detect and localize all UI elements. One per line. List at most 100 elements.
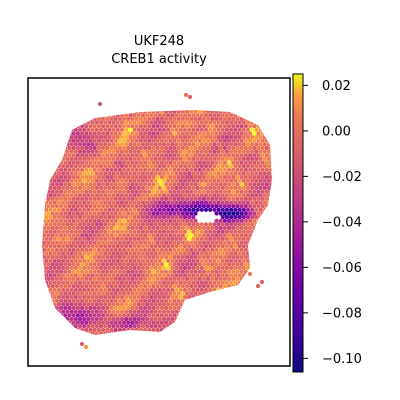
spot [105, 276, 110, 281]
spot [185, 196, 190, 201]
spot [216, 251, 221, 256]
spot [271, 171, 272, 176]
spot [111, 149, 116, 154]
spot [180, 211, 185, 216]
spot [71, 276, 76, 281]
spot [115, 215, 120, 220]
spot [185, 189, 190, 194]
spot [242, 339, 246, 343]
spot [275, 186, 279, 190]
spot [140, 149, 146, 154]
spot [86, 120, 91, 125]
spot [227, 240, 232, 245]
spot [191, 110, 196, 111]
spot [88, 116, 93, 121]
spot [227, 189, 232, 194]
spot [124, 258, 129, 263]
spot [174, 265, 179, 271]
spot [254, 171, 259, 176]
spot [63, 110, 68, 114]
spot [73, 120, 78, 125]
spot [130, 160, 135, 165]
spot [134, 175, 139, 180]
spot [132, 127, 137, 132]
spot [224, 164, 230, 169]
spot [124, 316, 129, 322]
spot [90, 110, 95, 111]
spot [48, 200, 53, 205]
spot [216, 222, 221, 227]
spot [73, 127, 78, 132]
spot [77, 236, 83, 241]
spot [82, 185, 87, 191]
spot [86, 164, 91, 169]
spot [243, 160, 248, 165]
spot [88, 284, 93, 289]
spot [52, 215, 57, 220]
spot [107, 265, 112, 271]
spot [50, 116, 55, 121]
spot [155, 131, 160, 136]
spot [42, 240, 43, 245]
spot [145, 207, 150, 212]
spot [201, 116, 206, 121]
spot [197, 110, 202, 114]
spot [122, 291, 127, 296]
spot [44, 215, 49, 220]
spot [111, 236, 116, 241]
spot [280, 186, 284, 190]
spot [273, 270, 277, 274]
spot [149, 164, 154, 169]
spot [218, 153, 223, 158]
spot [273, 182, 277, 186]
spot [124, 229, 129, 234]
spot [105, 218, 110, 223]
spot [145, 120, 150, 125]
spot [113, 138, 118, 143]
spot [252, 247, 257, 252]
spot [61, 156, 66, 161]
spot [134, 313, 139, 318]
spot [176, 240, 181, 245]
spot [275, 281, 279, 285]
spot [119, 127, 125, 132]
spot [222, 313, 227, 318]
spot [42, 167, 47, 172]
spot [109, 320, 114, 325]
spot [166, 251, 171, 256]
spot [206, 313, 211, 318]
spot [86, 302, 91, 307]
spot [189, 116, 194, 121]
spot [128, 331, 133, 335]
spot [227, 131, 232, 136]
spot [277, 255, 281, 259]
spot [277, 291, 281, 295]
spot [76, 335, 80, 339]
spot [36, 251, 40, 255]
spot [233, 164, 238, 169]
spot [42, 110, 45, 111]
spot [42, 138, 47, 143]
spot [260, 196, 265, 201]
spot [147, 313, 152, 318]
spot [147, 196, 152, 201]
spot [248, 255, 253, 260]
spot [49, 339, 53, 343]
spot [65, 280, 70, 285]
spot [54, 240, 60, 245]
spot [44, 127, 49, 132]
spot [111, 142, 116, 147]
spot [98, 244, 104, 249]
spot [235, 160, 240, 165]
spot [96, 138, 101, 143]
spot [269, 247, 272, 252]
spot [176, 313, 181, 318]
spot [178, 142, 183, 147]
spot [248, 225, 253, 231]
spot [193, 204, 198, 209]
spot [191, 156, 196, 161]
spot [260, 175, 265, 180]
spot [224, 244, 230, 249]
spot [88, 320, 93, 325]
spot [227, 298, 232, 303]
